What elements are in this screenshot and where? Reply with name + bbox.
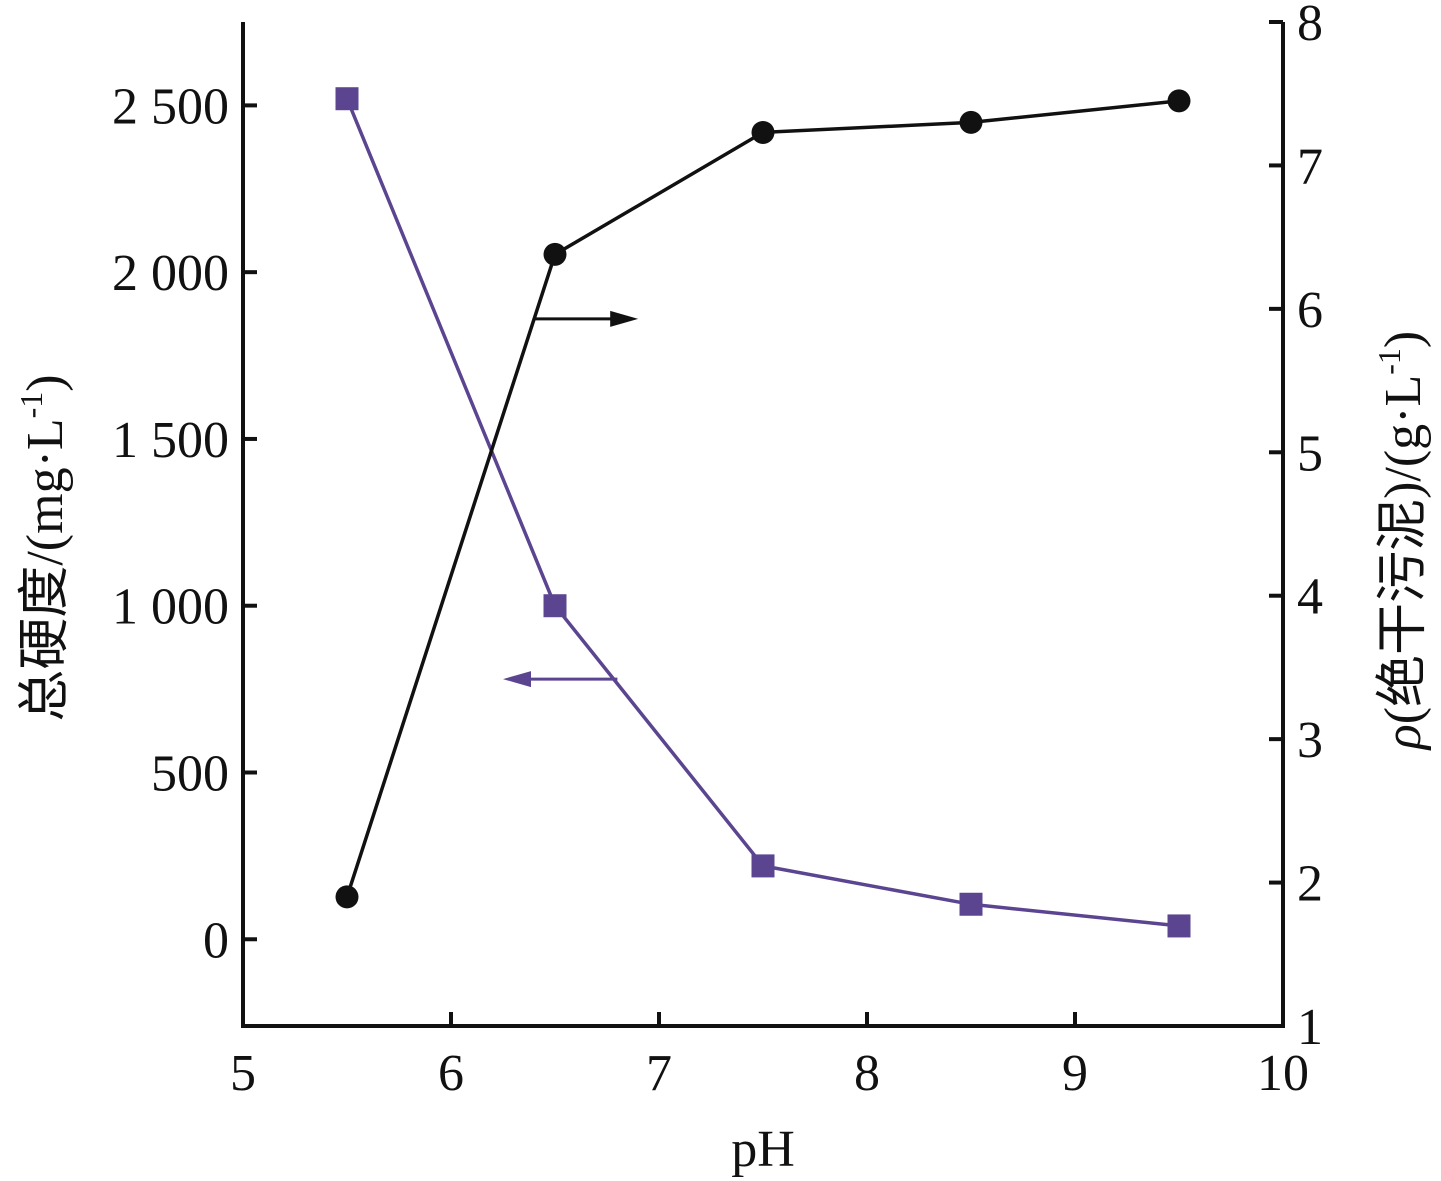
right-y-tick-label: 5: [1297, 425, 1323, 482]
hardness-point-marker: [751, 854, 775, 878]
x-tick-label: 8: [854, 1045, 880, 1102]
left-axis-title-close: ): [17, 374, 74, 391]
right-axis-title: ρ(绝干污泥)/(g·L-1): [1371, 331, 1432, 751]
plot-frame: [241, 22, 1285, 1028]
right-axis-title-superscript: -1: [1371, 348, 1407, 375]
sludge-series-line: [345, 99, 1180, 898]
left-axis-title-superscript: -1: [13, 392, 49, 419]
left-y-tick-label: 0: [203, 912, 229, 969]
x-axis-title: pH: [731, 1121, 795, 1178]
sludge-point-marker: [959, 110, 983, 134]
right-y-tick-label: 2: [1297, 856, 1323, 913]
left-axis-title: 总硬度/(mg·L-1): [13, 374, 74, 721]
sludge-point-marker: [1167, 89, 1191, 113]
right-y-tick-label: 6: [1297, 282, 1323, 339]
sludge-point-marker: [543, 242, 567, 266]
right-y-tick-label: 1: [1297, 999, 1323, 1056]
left-axis-ticks: 0 500 1 000 1 500 2 000 2 500: [112, 78, 257, 969]
right-y-tick-label: 8: [1297, 0, 1323, 52]
sludge-point-marker: [335, 885, 359, 909]
x-axis-ticks: 5 6 7 8 9 10: [230, 1012, 1309, 1102]
right-y-tick-label: 4: [1297, 569, 1323, 626]
left-axis-arrow-head: [503, 671, 531, 688]
x-tick-label: 5: [230, 1045, 256, 1102]
right-y-tick-label: 7: [1297, 138, 1323, 195]
left-y-tick-label: 500: [151, 745, 229, 802]
right-axis-ticks: 1 2 3 4 5 6 7 8: [1269, 0, 1323, 1056]
right-y-tick-label: 3: [1297, 712, 1323, 769]
left-y-tick-label: 1 500: [112, 412, 229, 469]
x-tick-label: 7: [646, 1045, 672, 1102]
series-layer: [335, 87, 1191, 938]
annotation-layer: [503, 310, 639, 688]
right-axis-title-rho: ρ: [1375, 724, 1432, 751]
left-y-tick-label: 2 000: [112, 245, 229, 302]
left-axis-title-text: 总硬度/(mg·L: [17, 418, 74, 721]
hardness-point-marker: [335, 87, 359, 111]
right-axis-arrow-head: [610, 310, 639, 327]
hardness-point-marker: [543, 594, 567, 618]
left-y-tick-label: 2 500: [112, 78, 229, 135]
sludge-point-marker: [751, 120, 775, 144]
x-tick-label: 9: [1062, 1045, 1088, 1102]
x-tick-label: 10: [1257, 1045, 1309, 1102]
hardness-point-marker: [959, 892, 983, 916]
right-axis-title-text: (绝干污泥)/(g·L: [1375, 375, 1432, 724]
x-tick-label: 6: [438, 1045, 464, 1102]
hardness-point-marker: [1167, 914, 1191, 938]
left-y-tick-label: 1 000: [112, 579, 229, 636]
right-axis-title-close: ): [1375, 331, 1432, 348]
